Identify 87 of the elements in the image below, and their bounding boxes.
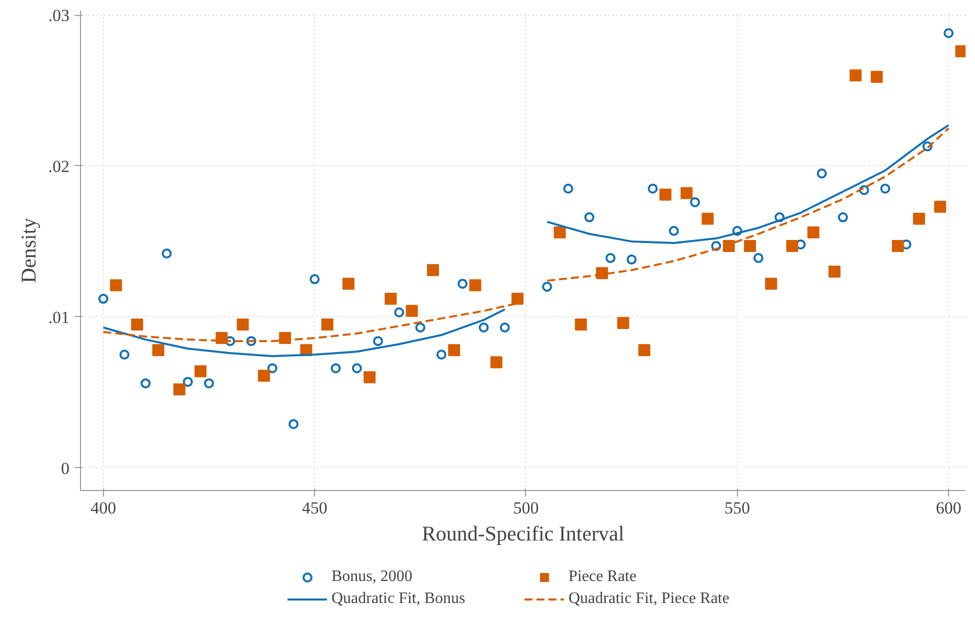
point [605,253,616,264]
point [204,378,214,388]
point [364,371,376,384]
point [563,184,574,194]
point [384,292,397,305]
point [626,254,637,265]
point [352,363,362,374]
point [469,279,482,292]
point [859,185,870,196]
point [162,248,172,259]
point [310,274,320,284]
point [512,292,524,305]
point [458,278,468,289]
point [288,419,299,430]
y-tick-label: .03 [48,6,70,26]
point [807,226,820,238]
point [617,316,630,329]
point [406,304,418,317]
point [753,253,764,264]
point [816,168,827,179]
point [668,226,679,236]
point [880,184,890,194]
point [774,212,785,222]
x-tick-label: 450 [302,498,328,518]
point [680,187,693,200]
point [690,197,700,208]
y-tick-label: .01 [48,308,70,327]
point [448,344,460,356]
x-tick-label: 600 [936,498,962,518]
point [786,240,798,252]
point [140,378,151,388]
point [574,318,587,330]
point [426,264,439,276]
x-tick-label: 550 [724,498,750,518]
y-tick-label: 0 [61,458,70,478]
point [373,336,384,346]
legend-label: Quadratic Fit, Bonus [332,590,466,608]
point [732,226,742,236]
point [934,200,946,213]
point [765,278,778,290]
point [152,344,164,356]
point [584,212,594,222]
point [267,363,278,374]
point [394,307,404,318]
point [194,365,207,378]
point [436,350,446,360]
point [321,318,334,330]
point [490,356,502,368]
point [415,322,426,332]
point [838,212,848,222]
point [828,266,840,278]
point [236,318,249,330]
point [922,141,932,152]
legend-label: Bonus, 2000 [332,568,414,586]
point [173,383,186,396]
point [330,363,341,374]
point [478,322,489,332]
point [554,226,566,238]
point [225,336,236,346]
x-tick-label: 400 [90,498,116,518]
point [542,282,552,292]
point [638,344,650,356]
point [944,28,954,38]
point [648,184,658,194]
point [870,70,883,83]
point [702,212,714,225]
point [711,240,722,251]
point [913,212,926,225]
point [850,69,862,82]
point [500,322,510,332]
point [659,188,672,201]
point [892,240,904,252]
point [131,318,144,330]
point [110,279,122,292]
y-tick-label: .02 [48,156,70,176]
point [342,278,354,290]
point [182,376,193,387]
point [246,336,256,346]
y-axis-title: Density [16,217,40,284]
legend-label: Quadratic Fit, Piece Rate [568,590,730,608]
point [258,370,270,382]
x-axis-title: Round-Specific Interval [422,522,624,546]
x-tick-label: 500 [513,498,539,518]
legend-label: Piece Rate [568,568,638,586]
point [119,350,130,360]
point [98,294,108,304]
point [744,240,756,252]
